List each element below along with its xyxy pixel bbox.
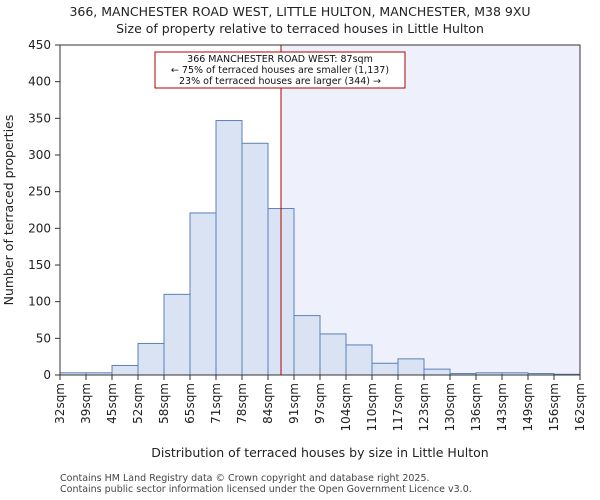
annotation-line-2: ← 75% of terraced houses are smaller (1,…: [171, 65, 389, 76]
annotation-line-3: 23% of terraced houses are larger (344) …: [179, 76, 381, 87]
bar-110sqm: [371, 362, 399, 376]
x-axis-ticks: 32sqm 39sqm 45sqm 52sqm 58sqm 65sqm 71sqm 78sqm…: [53, 375, 587, 431]
x-tick-label: 143sqm: [495, 383, 509, 431]
chart-title-block: 366, MANCHESTER ROAD WEST, LITTLE HULTON…: [0, 3, 600, 37]
x-tick-label: 123sqm: [417, 383, 431, 431]
x-tick-label: 91sqm: [287, 383, 301, 424]
y-tick-label: 450: [28, 38, 51, 52]
y-tick-label: 200: [28, 221, 51, 235]
x-tick-label: 136sqm: [469, 383, 483, 431]
x-tick-label: 32sqm: [53, 383, 67, 424]
x-tick-label: 58sqm: [157, 383, 171, 424]
bar-71sqm: [215, 120, 243, 376]
y-tick-label: 50: [36, 331, 51, 345]
x-tick-label: 52sqm: [131, 383, 145, 424]
y-tick-label: 400: [28, 75, 51, 89]
bar-123sqm: [423, 368, 451, 376]
annotation-line-1: 366 MANCHESTER ROAD WEST: 87sqm: [187, 54, 373, 65]
bar-65sqm: [189, 212, 217, 376]
attribution-footer: Contains HM Land Registry data © Crown c…: [60, 473, 472, 495]
y-tick-label: 300: [28, 148, 51, 162]
bar-91sqm: [293, 315, 321, 376]
y-axis-label: Number of terraced properties: [1, 115, 16, 306]
y-axis-ticks: 0 50 100 150 200 250 300 350 400 450: [28, 38, 60, 382]
x-tick-label: 84sqm: [261, 383, 275, 424]
y-tick-label: 350: [28, 111, 51, 125]
x-tick-label: 130sqm: [443, 383, 457, 431]
x-tick-label: 104sqm: [339, 383, 353, 431]
bar-58sqm: [163, 293, 191, 376]
y-tick-label: 250: [28, 185, 51, 199]
x-tick-label: 65sqm: [183, 383, 197, 424]
x-tick-label: 156sqm: [547, 383, 561, 431]
bars-group: [59, 120, 581, 376]
x-tick-label: 71sqm: [209, 383, 223, 424]
footer-licence: Contains public sector information licen…: [60, 484, 472, 495]
x-tick-label: 162sqm: [573, 383, 587, 431]
annotation-frame: [154, 51, 406, 89]
x-tick-label: 117sqm: [391, 383, 405, 431]
histogram-chart: 366 MANCHESTER ROAD WEST: 87sqm ← 75% of…: [1, 38, 587, 460]
highlight-region: [281, 45, 580, 375]
y-tick-label: 100: [28, 295, 51, 309]
y-tick-label: 150: [28, 258, 51, 272]
chart-title-address: 366, MANCHESTER ROAD WEST, LITTLE HULTON…: [69, 4, 531, 19]
x-tick-label: 97sqm: [313, 383, 327, 424]
chart-subtitle: Size of property relative to terraced ho…: [116, 21, 484, 36]
annotation-box: 366 MANCHESTER ROAD WEST: 87sqm ← 75% of…: [154, 51, 406, 89]
x-tick-label: 45sqm: [105, 383, 119, 424]
x-tick-label: 149sqm: [521, 383, 535, 431]
bar-45sqm: [111, 364, 139, 376]
bar-52sqm: [137, 342, 165, 376]
x-tick-label: 39sqm: [79, 383, 93, 424]
bar-78sqm: [241, 142, 269, 376]
x-tick-label: 78sqm: [235, 383, 249, 424]
bar-104sqm: [345, 344, 373, 376]
bar-117sqm: [397, 358, 425, 376]
footer-copyright: Contains HM Land Registry data © Crown c…: [60, 473, 430, 484]
bar-97sqm: [319, 333, 347, 376]
x-axis-label: Distribution of terraced houses by size …: [151, 445, 488, 460]
x-tick-label: 110sqm: [365, 383, 379, 431]
y-tick-label: 0: [43, 368, 51, 382]
